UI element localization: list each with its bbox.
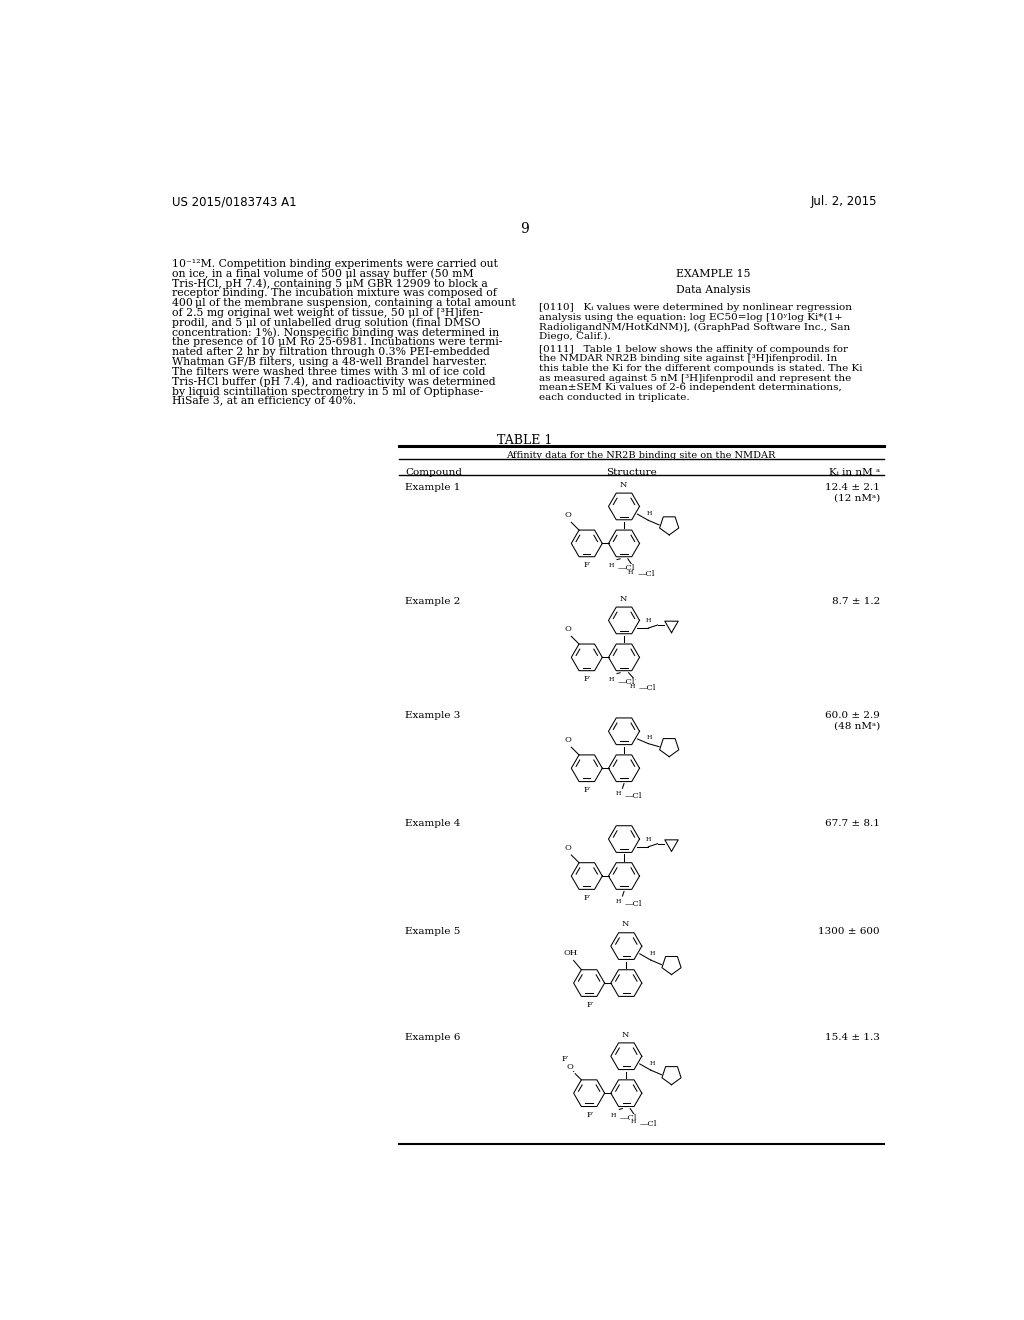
- Text: N: N: [622, 920, 629, 928]
- Text: Diego, Calif.).: Diego, Calif.).: [539, 333, 610, 341]
- Text: (12 nMᵃ): (12 nMᵃ): [834, 494, 880, 503]
- Text: mean±SEM Ki values of 2-6 independent determinations,: mean±SEM Ki values of 2-6 independent de…: [539, 383, 842, 392]
- Text: H: H: [608, 677, 614, 682]
- Text: O: O: [565, 511, 571, 519]
- Text: H: H: [645, 837, 651, 842]
- Text: 8.7 ± 1.2: 8.7 ± 1.2: [831, 598, 880, 606]
- Text: Example 2: Example 2: [406, 598, 461, 606]
- Text: [0111]   Table 1 below shows the affinity of compounds for: [0111] Table 1 below shows the affinity …: [539, 345, 848, 354]
- Text: F: F: [586, 1001, 592, 1008]
- Text: O: O: [565, 626, 571, 634]
- Text: —Cl: —Cl: [621, 1114, 638, 1122]
- Text: —Cl: —Cl: [639, 684, 656, 692]
- Text: Example 6: Example 6: [406, 1034, 461, 1041]
- Text: on ice, in a final volume of 500 μl assay buffer (50 mM: on ice, in a final volume of 500 μl assa…: [172, 268, 474, 279]
- Text: Affinity data for the NR2B binding site on the NMDAR: Affinity data for the NR2B binding site …: [506, 451, 776, 459]
- Text: —Cl: —Cl: [640, 1121, 657, 1129]
- Text: The filters were washed three times with 3 ml of ice cold: The filters were washed three times with…: [172, 367, 485, 378]
- Text: F: F: [586, 1111, 592, 1119]
- Text: H: H: [630, 684, 635, 689]
- Text: F: F: [584, 561, 590, 569]
- Text: F: F: [561, 1055, 567, 1063]
- Text: N: N: [620, 595, 627, 603]
- Text: 12.4 ± 2.1: 12.4 ± 2.1: [825, 483, 880, 492]
- Text: O: O: [566, 1064, 573, 1072]
- Text: Example 4: Example 4: [406, 818, 461, 828]
- Text: prodil, and 5 μl of unlabelled drug solution (final DMSO: prodil, and 5 μl of unlabelled drug solu…: [172, 318, 480, 329]
- Text: N: N: [620, 480, 627, 488]
- Text: Example 3: Example 3: [406, 711, 461, 721]
- Text: H: H: [647, 511, 652, 516]
- Text: —Cl: —Cl: [625, 900, 642, 908]
- Text: H: H: [615, 792, 621, 796]
- Text: 10⁻¹²M. Competition binding experiments were carried out: 10⁻¹²M. Competition binding experiments …: [172, 259, 498, 268]
- Text: F: F: [584, 675, 590, 682]
- Text: N: N: [622, 1031, 629, 1039]
- Text: 67.7 ± 8.1: 67.7 ± 8.1: [825, 818, 880, 828]
- Text: F: F: [584, 894, 590, 902]
- Text: —Cl: —Cl: [637, 570, 654, 578]
- Text: HiSafe 3, at an efficiency of 40%.: HiSafe 3, at an efficiency of 40%.: [172, 396, 356, 407]
- Text: 15.4 ± 1.3: 15.4 ± 1.3: [825, 1034, 880, 1041]
- Text: as measured against 5 nM [³H]ifenprodil and represent the: as measured against 5 nM [³H]ifenprodil …: [539, 374, 851, 383]
- Text: H: H: [628, 570, 633, 574]
- Text: analysis using the equation: log EC50=log [10ʸlog Ki*(1+: analysis using the equation: log EC50=lo…: [539, 313, 843, 322]
- Text: TABLE 1: TABLE 1: [497, 434, 553, 447]
- Text: H: H: [608, 564, 614, 569]
- Text: 1300 ± 600: 1300 ± 600: [818, 927, 880, 936]
- Text: Structure: Structure: [606, 469, 657, 477]
- Text: Example 5: Example 5: [406, 927, 461, 936]
- Text: receptor binding. The incubation mixture was composed of: receptor binding. The incubation mixture…: [172, 288, 497, 298]
- Text: H: H: [630, 1119, 636, 1125]
- Text: 60.0 ± 2.9: 60.0 ± 2.9: [825, 711, 880, 721]
- Text: concentration: 1%). Nonspecific binding was determined in: concentration: 1%). Nonspecific binding …: [172, 327, 500, 338]
- Text: (48 nMᵃ): (48 nMᵃ): [834, 721, 880, 730]
- Text: RadioligandNM/HotKdNM)], (GraphPad Software Inc., San: RadioligandNM/HotKdNM)], (GraphPad Softw…: [539, 322, 850, 331]
- Text: Data Analysis: Data Analysis: [676, 285, 751, 296]
- Text: H: H: [611, 1113, 616, 1118]
- Text: nated after 2 hr by filtration through 0.3% PEI-embedded: nated after 2 hr by filtration through 0…: [172, 347, 490, 358]
- Text: H: H: [615, 899, 621, 904]
- Text: of 2.5 mg original wet weight of tissue, 50 μl of [³H]ifen-: of 2.5 mg original wet weight of tissue,…: [172, 308, 483, 318]
- Text: the presence of 10 μM Ro 25-6981. Incubations were termi-: the presence of 10 μM Ro 25-6981. Incuba…: [172, 338, 503, 347]
- Text: F: F: [584, 785, 590, 793]
- Text: H: H: [645, 619, 651, 623]
- Text: H: H: [649, 1061, 654, 1067]
- Text: —Cl: —Cl: [617, 564, 635, 572]
- Text: Kᵢ in nM ᵃ: Kᵢ in nM ᵃ: [828, 469, 880, 477]
- Text: H: H: [647, 735, 652, 739]
- Text: —Cl: —Cl: [625, 792, 642, 800]
- Text: O: O: [565, 737, 571, 744]
- Text: Tris-HCl, pH 7.4), containing 5 μM GBR 12909 to block a: Tris-HCl, pH 7.4), containing 5 μM GBR 1…: [172, 279, 487, 289]
- Text: by liquid scintillation spectrometry in 5 ml of Optiphase-: by liquid scintillation spectrometry in …: [172, 387, 483, 396]
- Text: OH: OH: [563, 949, 578, 957]
- Text: Jul. 2, 2015: Jul. 2, 2015: [811, 195, 878, 209]
- Text: H: H: [649, 952, 654, 956]
- Text: —Cl: —Cl: [617, 678, 635, 686]
- Text: [0110]   Kᵢ values were determined by nonlinear regression: [0110] Kᵢ values were determined by nonl…: [539, 304, 852, 312]
- Text: EXAMPLE 15: EXAMPLE 15: [676, 268, 751, 279]
- Text: Tris-HCl buffer (pH 7.4), and radioactivity was determined: Tris-HCl buffer (pH 7.4), and radioactiv…: [172, 376, 496, 387]
- Text: Compound: Compound: [406, 469, 463, 477]
- Text: Example 1: Example 1: [406, 483, 461, 492]
- Text: the NMDAR NR2B binding site against [³H]ifenprodil. In: the NMDAR NR2B binding site against [³H]…: [539, 354, 837, 363]
- Text: US 2015/0183743 A1: US 2015/0183743 A1: [172, 195, 297, 209]
- Text: 9: 9: [520, 222, 529, 235]
- Text: 400 μl of the membrane suspension, containing a total amount: 400 μl of the membrane suspension, conta…: [172, 298, 516, 308]
- Text: O: O: [565, 843, 571, 851]
- Text: this table the Ki for the different compounds is stated. The Ki: this table the Ki for the different comp…: [539, 364, 862, 374]
- Text: each conducted in triplicate.: each conducted in triplicate.: [539, 393, 689, 401]
- Text: Whatman GF/B filters, using a 48-well Brandel harvester.: Whatman GF/B filters, using a 48-well Br…: [172, 358, 487, 367]
